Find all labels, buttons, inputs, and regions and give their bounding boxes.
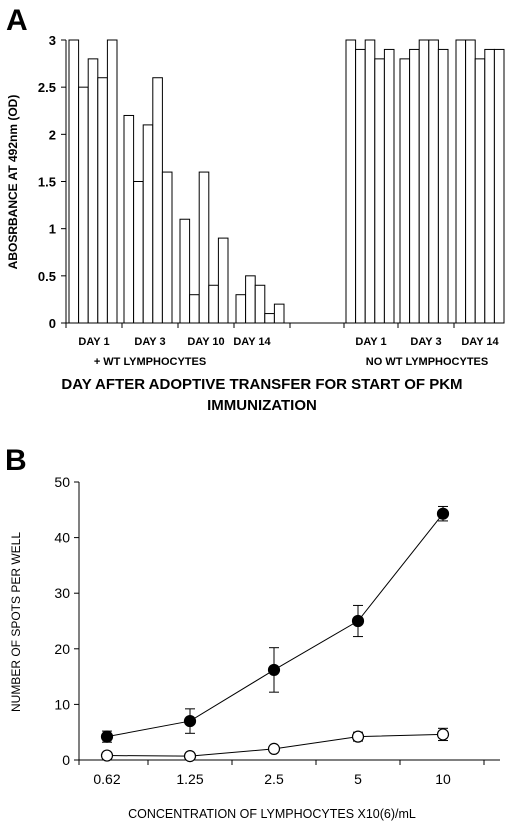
panel-a-ytick-label: 1 xyxy=(49,222,56,237)
panel-a-group-label: NO WT LYMPHOCYTES xyxy=(366,356,488,368)
panel-a-ytick-label: 0.5 xyxy=(38,269,56,284)
panel-a-bar xyxy=(418,39,430,324)
panel-a-bar xyxy=(198,171,210,324)
panel-b-point-open xyxy=(183,750,197,763)
panel-a-category-label: DAY 1 xyxy=(78,336,109,348)
panel-b-xtick-label: 0.62 xyxy=(93,771,120,787)
panel-b-point-filled xyxy=(267,663,281,677)
panel-a-bar xyxy=(374,58,385,324)
panel-a-ylabel: ABOSRBANCE AT 492nm (OD) xyxy=(6,95,20,270)
panel-a-bar xyxy=(345,39,357,324)
panel-b-ytick-label: 20 xyxy=(54,641,70,657)
panel-a-bar xyxy=(208,284,219,324)
panel-a-category-label: DAY 3 xyxy=(134,336,165,348)
panel-a-bar xyxy=(68,39,80,324)
panel-a-bar xyxy=(78,86,89,324)
panel-a-chart: 0 0.5 1 1.5 2 2.5 3 DAY 1 DAY 3 DAY 10 DAY 14 DAY 1… xyxy=(38,33,505,368)
panel-a-bar xyxy=(123,114,135,324)
panel-b-point-filled xyxy=(183,714,197,728)
panel-a-category-label: DAY 14 xyxy=(461,336,499,348)
panel-b-point-open xyxy=(267,742,281,755)
panel-a-bar xyxy=(106,39,118,324)
panel-b-point-filled xyxy=(436,507,450,520)
panel-a-group-label: + WT LYMPHOCYTES xyxy=(94,356,206,368)
panel-a-bar xyxy=(399,58,411,324)
panel-a-bar xyxy=(217,237,229,324)
panel-b-point-open xyxy=(351,730,365,743)
panel-a-bar xyxy=(383,48,395,324)
panel-b-ytick-label: 10 xyxy=(54,696,70,712)
panel-a-bar xyxy=(142,124,154,324)
panel-a-letter: A xyxy=(6,4,28,37)
panel-a-bar xyxy=(409,48,420,324)
panel-b-ytick-label: 50 xyxy=(54,474,70,490)
panel-a-xlabel-line1: DAY AFTER ADOPTIVE TRANSFER FOR START OF… xyxy=(61,376,462,393)
panel-b-point-filled xyxy=(100,730,114,743)
panel-a-ytick-label: 1.5 xyxy=(38,175,56,190)
panel-a-bar xyxy=(264,313,275,324)
panel-b-ytick-label: 0 xyxy=(62,752,70,768)
panel-a-category-label: DAY 1 xyxy=(355,336,386,348)
panel-b-point-open xyxy=(100,749,114,762)
panel-a-category-label: DAY 3 xyxy=(410,336,441,348)
panel-b-xtick-label: 1.25 xyxy=(176,771,203,787)
panel-b-xtick-label: 10 xyxy=(435,771,451,787)
panel-a-bar xyxy=(97,77,108,324)
panel-a-bar xyxy=(245,275,256,324)
panel-a-bar xyxy=(493,48,505,324)
panel-a-ytick-label: 2.5 xyxy=(38,80,56,95)
panel-a-bar xyxy=(437,48,449,324)
panel-b-letter: B xyxy=(5,444,27,477)
panel-a-category-label: DAY 14 xyxy=(233,336,271,348)
panel-a-bar xyxy=(254,284,266,324)
panel-b-xtick-label: 2.5 xyxy=(264,771,284,787)
panel-a-xlabel-line2: IMMUNIZATION xyxy=(207,397,317,414)
panel-a-ytick-label: 2 xyxy=(49,127,56,142)
panel-a-bar xyxy=(355,48,366,324)
panel-b-series-line xyxy=(106,513,444,738)
panel-a-category-label: DAY 10 xyxy=(187,336,224,348)
panel-a-bar xyxy=(152,77,163,324)
panel-a-bar xyxy=(455,39,467,324)
panel-a-bar xyxy=(133,181,144,324)
panel-a-bar xyxy=(161,171,173,324)
panel-a-bar xyxy=(235,294,247,324)
panel-a-bar xyxy=(474,58,486,324)
panel-a-bar xyxy=(179,218,191,324)
panel-b-xtick-label: 5 xyxy=(354,771,362,787)
panel-b-chart: 0 10 20 30 40 50 0.62 1.25 2.5 5 10 xyxy=(54,474,500,787)
panel-a-bar xyxy=(465,39,476,324)
panel-a-bar xyxy=(364,39,376,324)
panel-b-ytick-label: 30 xyxy=(54,585,70,601)
panel-a-bar xyxy=(428,39,439,324)
panel-a-bar xyxy=(87,58,99,324)
panel-b-point-filled xyxy=(351,614,365,628)
panel-a-ytick-label: 0 xyxy=(49,316,56,331)
panel-a-bar xyxy=(273,303,285,324)
panel-a-ytick-label: 3 xyxy=(49,33,56,48)
panel-a-bar xyxy=(484,48,495,324)
panel-b-point-open xyxy=(436,728,450,741)
panel-b-ytick-label: 40 xyxy=(54,530,70,546)
panel-b-ylabel: NUMBER OF SPOTS PER WELL xyxy=(9,532,23,712)
panel-a-bar xyxy=(189,294,200,324)
panel-b-xlabel: CONCENTRATION OF LYMPHOCYTES X10(6)/mL xyxy=(128,807,416,821)
